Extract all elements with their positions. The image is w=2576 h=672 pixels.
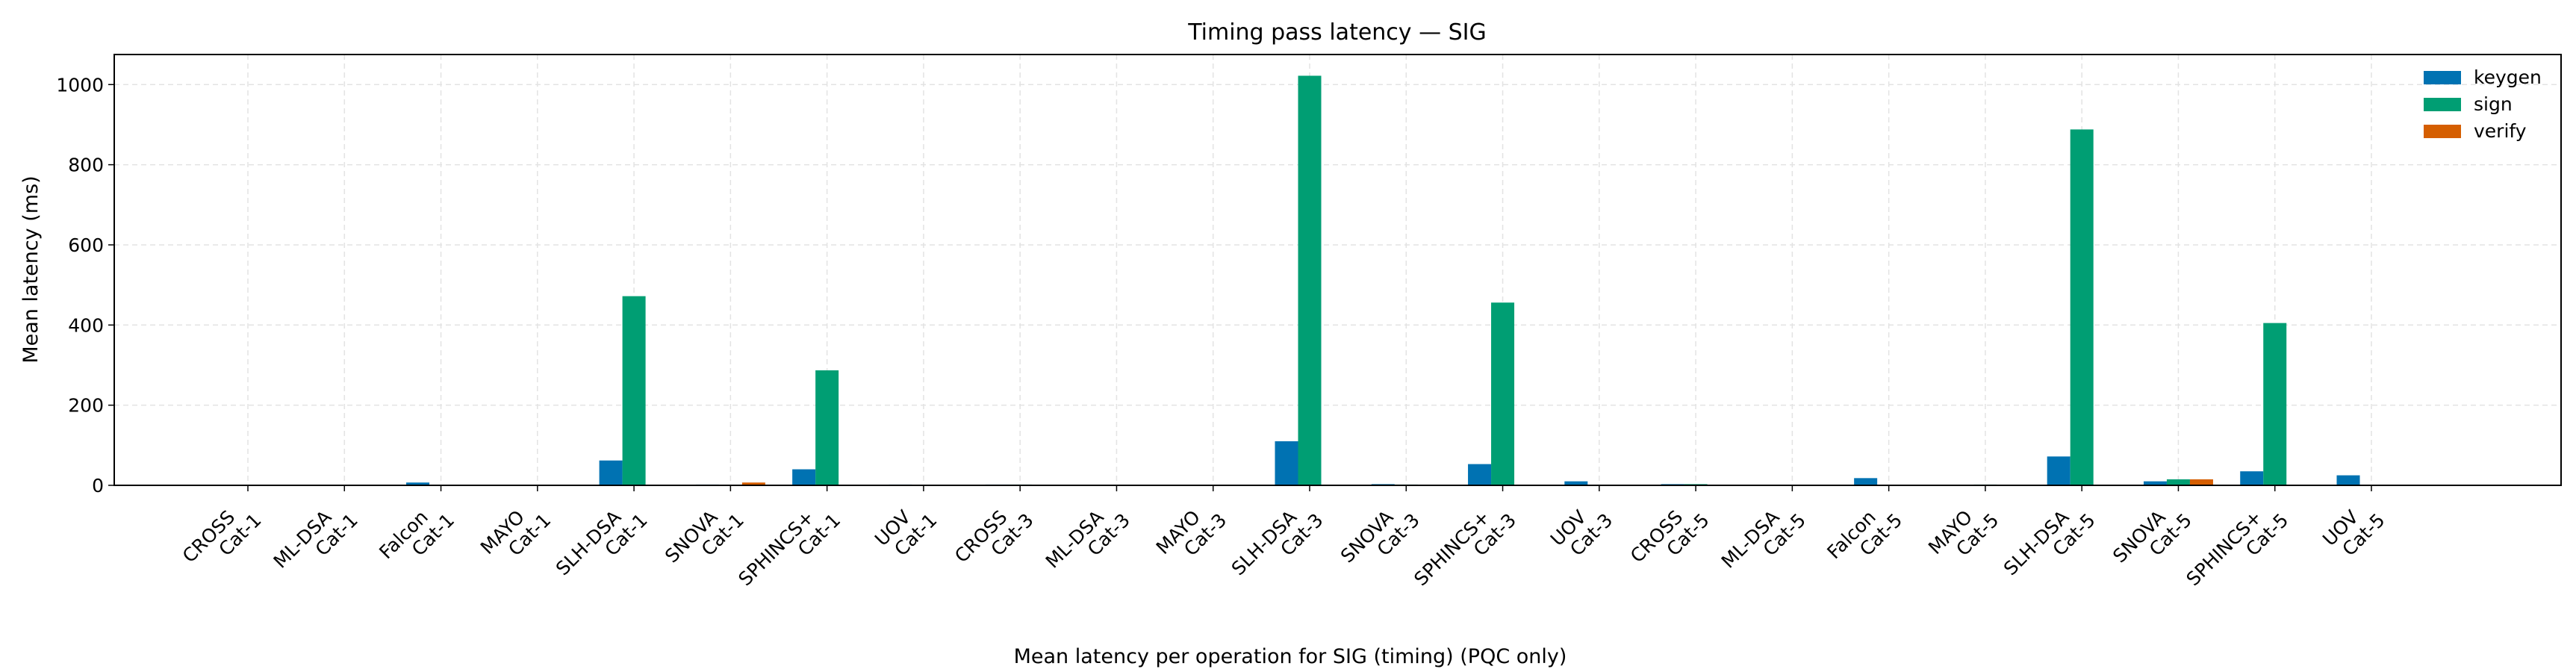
bar-sign [2263,323,2287,485]
legend-swatch-verify [2424,125,2461,138]
bar-keygen [2143,481,2167,485]
legend-label-keygen: keygen [2474,66,2542,88]
bar-keygen [1275,441,1298,485]
y-axis-label: Mean latency (ms) [19,175,43,363]
y-tick-label: 0 [92,475,104,497]
bar-sign [1491,302,1515,485]
y-tick-label: 1000 [56,74,104,96]
legend-label-verify: verify [2474,120,2527,142]
bar-verify [2189,479,2213,485]
legend: keygen sign verify [2424,66,2542,142]
bar-keygen [406,482,430,485]
plot-frame [113,54,2562,486]
legend-swatch-sign [2424,98,2461,111]
chart-title: Timing pass latency — SIG [1187,19,1487,46]
y-tick-label: 400 [68,314,104,336]
bar-keygen [1564,481,1588,485]
y-axis: 0 200 400 600 800 1000 [56,74,114,497]
bar-keygen [2047,456,2071,485]
y-tick-label: 600 [68,234,104,256]
bar-keygen [599,460,623,485]
bar-keygen [1854,478,1878,485]
bar-verify [741,482,765,485]
bar-sign [815,370,839,485]
bar-sign [2070,129,2094,486]
bar-keygen [1468,464,1492,485]
bar-keygen [2336,475,2360,485]
bar-keygen [2240,471,2264,485]
legend-label-sign: sign [2474,93,2513,115]
bars [213,75,2407,486]
bar-sign [1298,75,1322,485]
legend-swatch-keygen [2424,71,2461,84]
bar-sign [622,296,646,485]
y-tick-label: 800 [68,155,104,176]
chart-caption: Mean latency per operation for SIG (timi… [1014,645,1567,668]
y-tick-label: 200 [68,395,104,417]
bar-keygen [792,469,816,485]
bar-sign [2166,479,2190,485]
